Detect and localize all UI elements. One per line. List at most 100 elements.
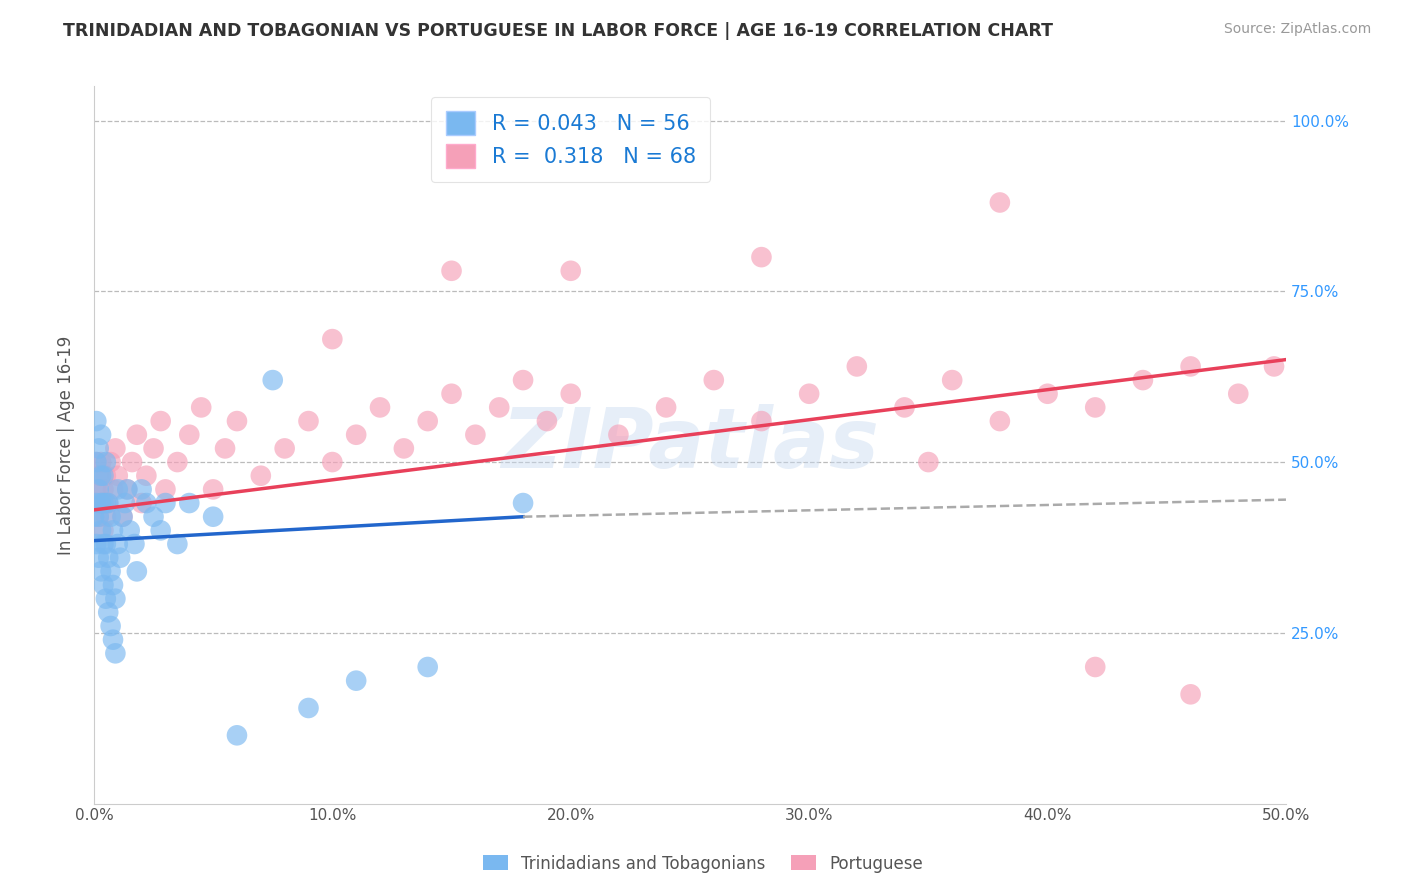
Point [107, 483, 129, 497]
Point [93, 524, 115, 538]
Point [93, 483, 115, 497]
Point [118, 524, 141, 538]
Point [125, 427, 148, 442]
Point [93, 468, 115, 483]
Point [90, 496, 112, 510]
Point [321, 332, 343, 346]
Point [845, 359, 868, 374]
Point [100, 565, 122, 579]
Text: ZIPatlas: ZIPatlas [501, 404, 879, 485]
Point [104, 442, 127, 456]
Point [179, 427, 201, 442]
Point [560, 264, 582, 278]
Point [226, 728, 249, 742]
Point [86, 483, 108, 497]
Point [131, 496, 153, 510]
Point [155, 496, 177, 510]
Point [893, 401, 915, 415]
Point [94, 496, 117, 510]
Point [1263, 359, 1285, 374]
Point [751, 250, 773, 264]
Point [111, 509, 134, 524]
Point [1227, 386, 1250, 401]
Point [917, 455, 939, 469]
Point [101, 578, 124, 592]
Point [100, 455, 122, 469]
Point [321, 455, 343, 469]
Point [488, 401, 510, 415]
Legend: Trinidadians and Tobagonians, Portuguese: Trinidadians and Tobagonians, Portuguese [477, 848, 929, 880]
Point [107, 537, 129, 551]
Point [560, 386, 582, 401]
Point [83, 509, 105, 524]
Point [86, 414, 108, 428]
Point [87, 468, 110, 483]
Point [179, 496, 201, 510]
Point [101, 632, 124, 647]
Point [149, 414, 172, 428]
Point [464, 427, 486, 442]
Point [202, 509, 225, 524]
Point [1132, 373, 1154, 387]
Point [90, 427, 112, 442]
Point [94, 455, 117, 469]
Point [87, 509, 110, 524]
Point [90, 496, 112, 510]
Point [1180, 687, 1202, 701]
Point [988, 195, 1011, 210]
Point [1084, 660, 1107, 674]
Point [344, 427, 367, 442]
Point [83, 496, 105, 510]
Point [1036, 386, 1059, 401]
Point [135, 468, 157, 483]
Point [250, 468, 273, 483]
Y-axis label: In Labor Force | Age 16-19: In Labor Force | Age 16-19 [58, 335, 75, 555]
Point [142, 442, 165, 456]
Legend: R = 0.043   N = 56, R =  0.318   N = 68: R = 0.043 N = 56, R = 0.318 N = 68 [432, 96, 710, 182]
Point [202, 483, 225, 497]
Point [87, 442, 110, 456]
Point [941, 373, 963, 387]
Point [125, 565, 148, 579]
Point [273, 442, 295, 456]
Point [87, 550, 110, 565]
Point [93, 496, 115, 510]
Point [108, 550, 131, 565]
Point [101, 524, 124, 538]
Point [94, 537, 117, 551]
Point [416, 414, 439, 428]
Point [297, 701, 319, 715]
Point [142, 509, 165, 524]
Point [703, 373, 725, 387]
Point [226, 414, 249, 428]
Point [131, 483, 153, 497]
Point [86, 537, 108, 551]
Point [440, 264, 463, 278]
Point [101, 483, 124, 497]
Point [121, 455, 143, 469]
Point [97, 496, 120, 510]
Point [440, 386, 463, 401]
Point [104, 591, 127, 606]
Point [86, 455, 108, 469]
Point [655, 401, 678, 415]
Point [214, 442, 236, 456]
Point [262, 373, 284, 387]
Point [117, 483, 139, 497]
Point [111, 509, 134, 524]
Point [149, 524, 172, 538]
Point [368, 401, 391, 415]
Point [1180, 359, 1202, 374]
Point [87, 483, 110, 497]
Point [86, 496, 108, 510]
Point [416, 660, 439, 674]
Point [1084, 401, 1107, 415]
Point [100, 509, 122, 524]
Point [607, 427, 630, 442]
Point [93, 578, 115, 592]
Point [751, 414, 773, 428]
Point [135, 496, 157, 510]
Point [93, 537, 115, 551]
Point [94, 591, 117, 606]
Point [97, 550, 120, 565]
